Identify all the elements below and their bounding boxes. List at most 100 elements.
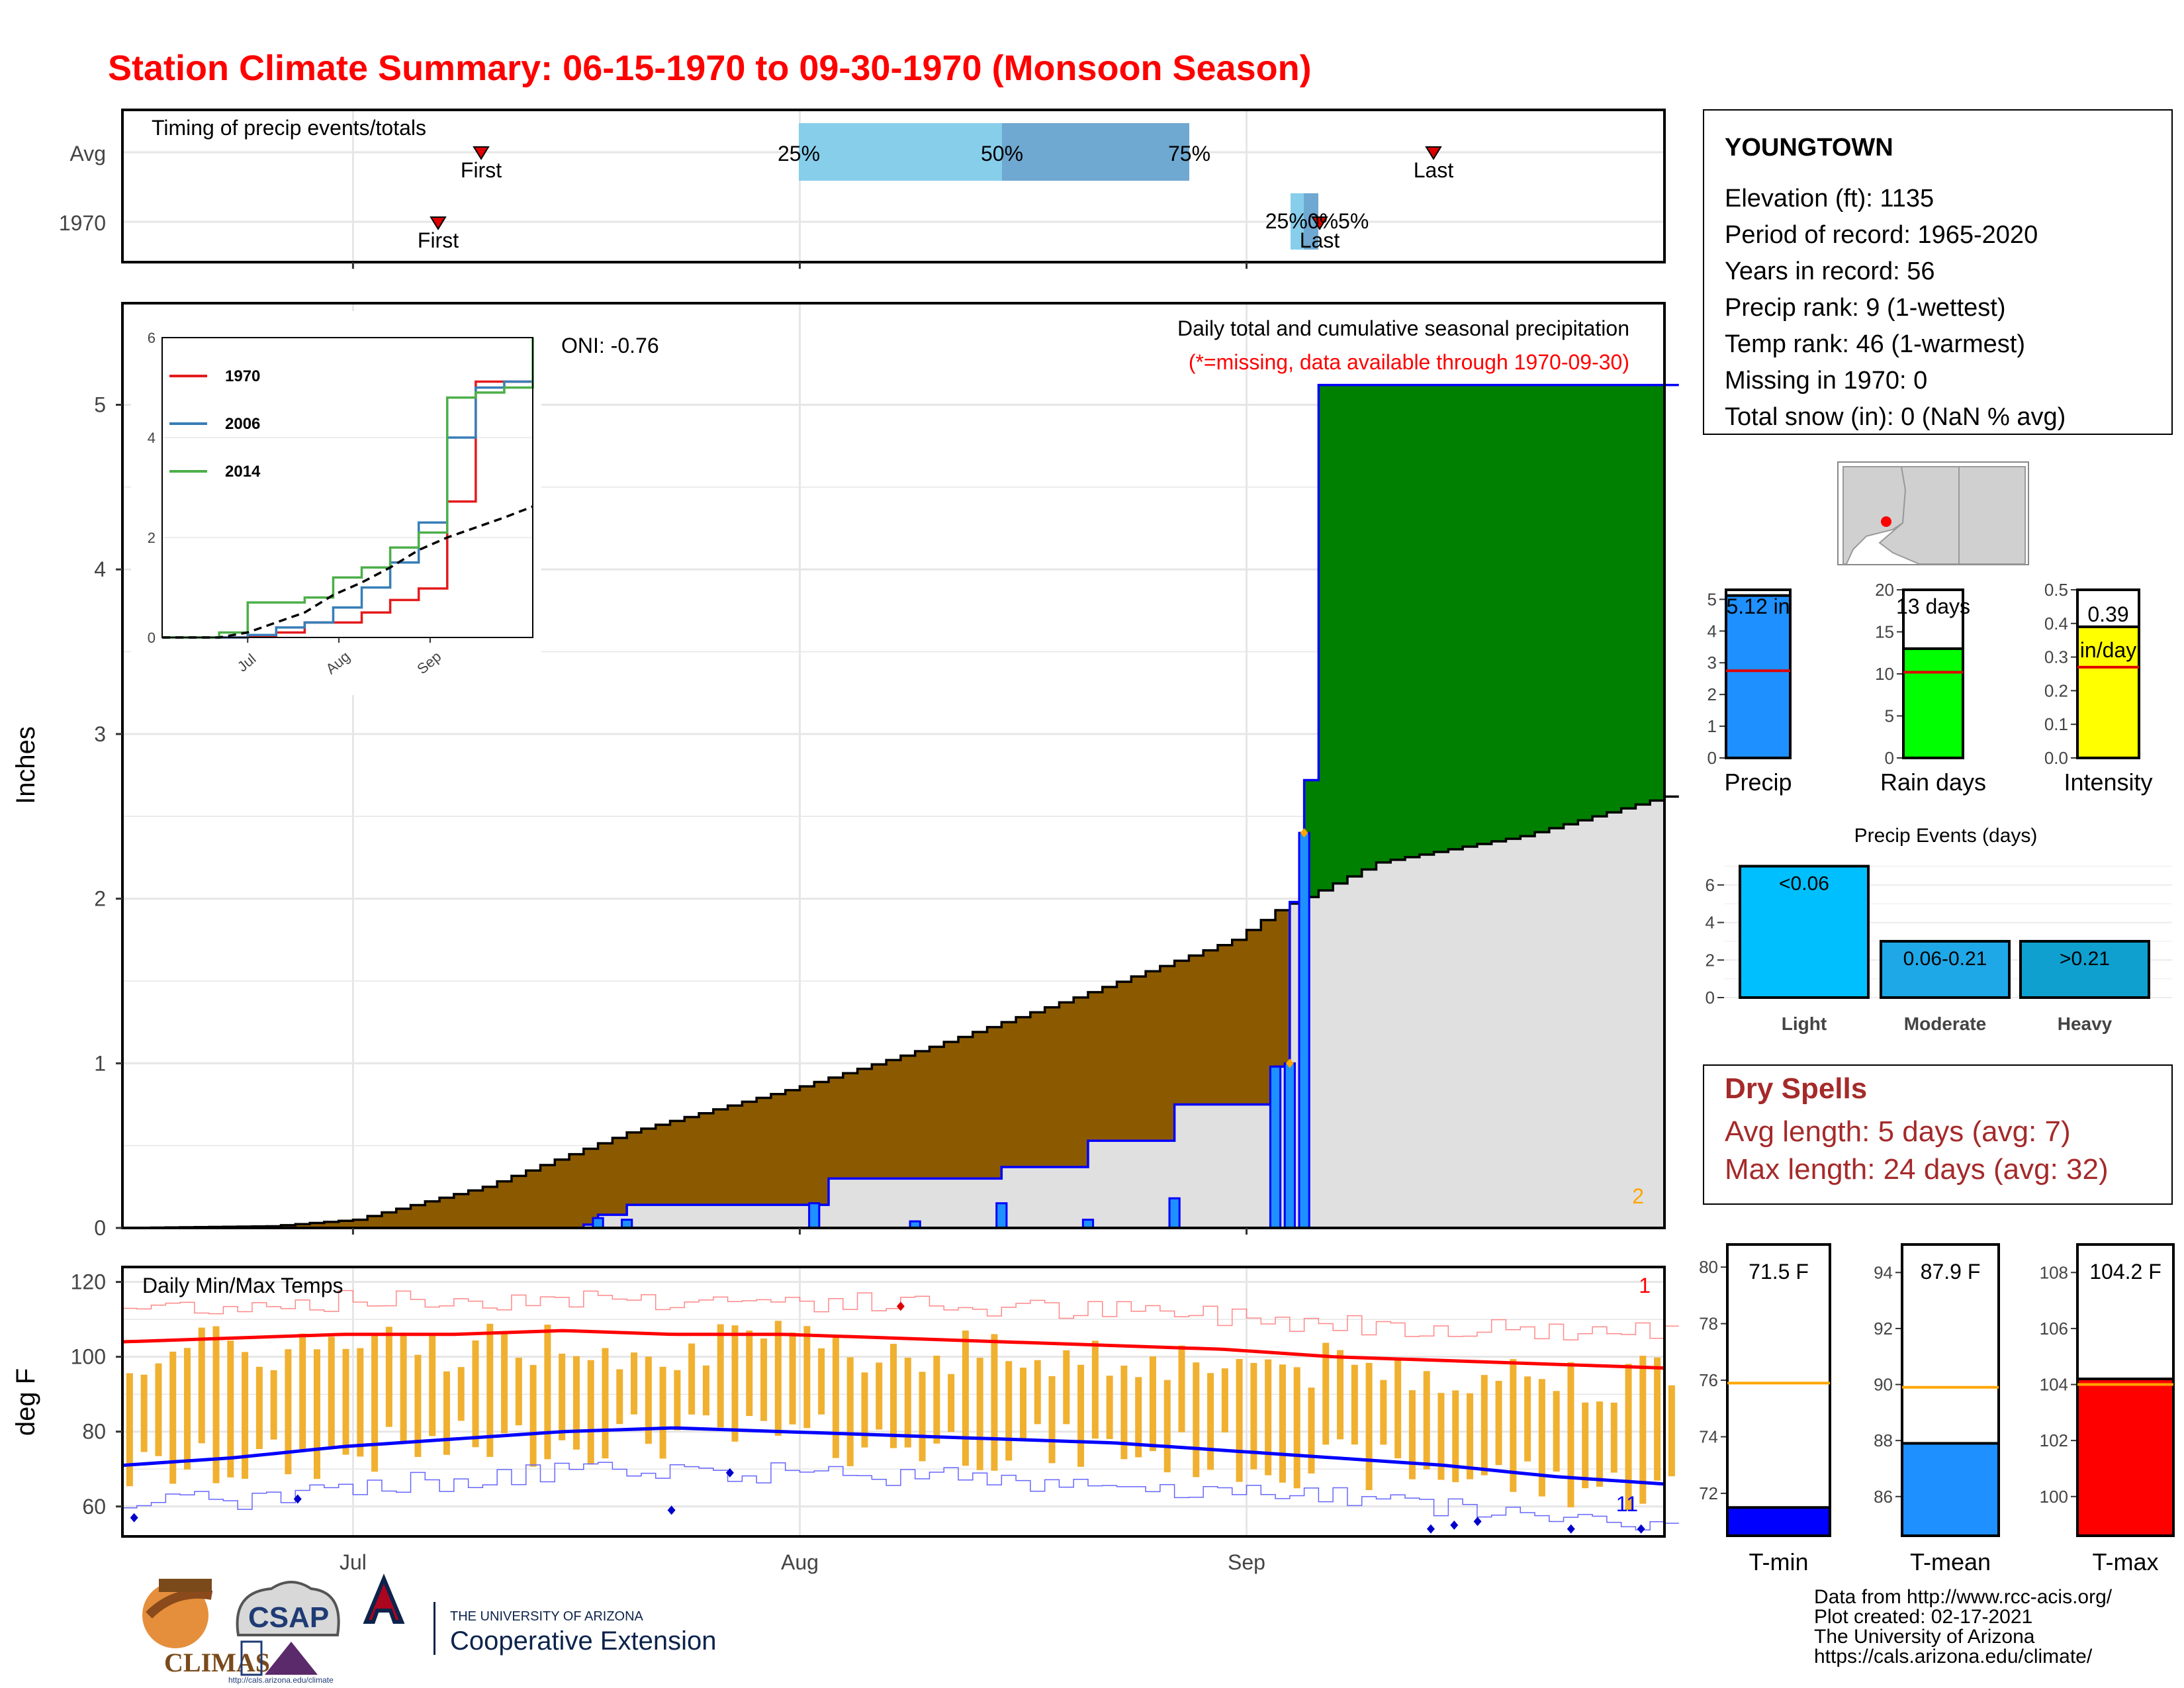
base-area — [1491, 841, 1507, 1228]
cumulative-difference-area — [1232, 939, 1248, 1105]
base-area — [713, 1205, 729, 1228]
base-area — [1578, 820, 1593, 1228]
daily-temp-range-bar — [933, 1355, 940, 1444]
small-y-tick-label: 94 — [1874, 1262, 1893, 1282]
cumulative-difference-area — [1059, 1002, 1074, 1167]
daily-temp-range-bar — [803, 1326, 811, 1429]
timing-row-year: 1970 — [59, 211, 106, 235]
cumulative-difference-area — [1131, 976, 1146, 1141]
daily-temp-range-bar — [1654, 1357, 1661, 1481]
cumulative-difference-area — [1217, 945, 1233, 1105]
cumulative-difference-area — [1635, 385, 1651, 805]
small-y-tick-label: 80 — [1699, 1257, 1718, 1277]
daily-temp-range-bar — [760, 1338, 768, 1421]
daily-temp-range-bar — [1250, 1363, 1257, 1470]
avg-q25-50-bar — [799, 123, 1002, 181]
daily-temp-range-bar — [342, 1348, 349, 1455]
cumulative-difference-area — [1116, 982, 1132, 1141]
x-tick-label: Aug — [781, 1550, 819, 1574]
avg-tmin-line — [122, 1426, 1665, 1486]
daily-temp-range-bar — [1452, 1390, 1459, 1483]
cumulative-difference-area — [785, 1090, 801, 1205]
base-area — [1318, 890, 1334, 1228]
cumulative-difference-area — [1463, 385, 1478, 847]
small-chart-title: T-max — [2092, 1548, 2158, 1575]
daily-temp-range-bar — [1480, 1375, 1488, 1476]
base-area — [872, 1178, 887, 1228]
record-low-marker — [1473, 1517, 1482, 1526]
base-area — [727, 1205, 743, 1228]
cumulative-difference-area — [799, 1086, 815, 1205]
cumulative-difference-area — [1563, 385, 1579, 825]
cumulative-difference-area — [1102, 986, 1118, 1141]
daily-temp-range-bar — [1149, 1356, 1156, 1452]
cumulative-difference-area — [842, 1073, 858, 1179]
record-low-marker — [130, 1513, 138, 1523]
daily-temp-range-bar — [212, 1326, 220, 1483]
cumulative-difference-area — [1160, 966, 1175, 1141]
cumulative-difference-area — [425, 1201, 440, 1228]
year-first-marker — [430, 216, 447, 230]
inset-series-avg — [162, 505, 533, 639]
cumulative-difference-area — [1189, 955, 1204, 1105]
y-tick-label: 2 — [94, 887, 106, 911]
temp-frame — [121, 1266, 1666, 1538]
small-chart-title: T-mean — [1910, 1548, 1991, 1575]
base-area — [857, 1178, 873, 1228]
record-low-line — [122, 1462, 1679, 1530]
y-tick-label: 4 — [94, 557, 106, 581]
small-y-tick-label: 108 — [2040, 1262, 2068, 1282]
daily-temp-range-bar — [1495, 1380, 1502, 1466]
avg-first-marker — [473, 146, 490, 160]
daily-temp-range-bar — [1668, 1385, 1675, 1477]
oni-label: ONI: -0.76 — [561, 334, 659, 357]
small-chart-title: T-min — [1749, 1548, 1809, 1575]
cumulative-difference-area — [324, 1221, 340, 1228]
daily-temp-range-bar — [1163, 1380, 1171, 1473]
year-first-label: First — [418, 228, 459, 252]
base-area — [944, 1178, 959, 1228]
temperature-panel: 60 80 100 120 deg F Daily Min/Max Temps 1 1… — [11, 1266, 1679, 1538]
small-chart-bar — [2076, 1378, 2175, 1537]
cumulative-difference-area — [555, 1159, 570, 1228]
precip-events-bar-label: <0.06 — [1779, 873, 1829, 895]
new-mexico-shape — [1958, 466, 2026, 565]
cumulative-difference-area — [1044, 1007, 1060, 1167]
precip-events-bar — [1880, 939, 2011, 1000]
daily-temp-range-bar — [1380, 1380, 1387, 1445]
daily-temp-range-bar — [746, 1330, 753, 1417]
cumulative-difference-area — [1549, 385, 1565, 829]
daily-temp-range-bar — [1034, 1360, 1041, 1425]
main-y-axis: 0 1 2 3 4 5 — [94, 393, 122, 1240]
small-chart-frame — [1726, 1243, 1831, 1537]
precip-events-bar — [2019, 939, 2150, 1000]
small-y-tick-label: 72 — [1699, 1483, 1718, 1503]
daily-temp-range-bar — [1279, 1364, 1286, 1483]
daily-temp-range-bar — [919, 1372, 926, 1462]
cumulative-difference-area — [612, 1137, 627, 1215]
cumulative-difference-area — [1606, 385, 1622, 813]
daily-temp-range-bar — [1135, 1377, 1142, 1458]
daily-temp-range-bar — [602, 1348, 609, 1459]
daily-temp-range-bar — [631, 1352, 638, 1415]
daily-temp-range-bar — [904, 1358, 911, 1448]
cumulative-difference-area — [338, 1221, 354, 1228]
daily-temp-range-bar — [169, 1351, 177, 1484]
daily-temp-range-bar — [948, 1374, 955, 1432]
small-y-tick-label: 0.0 — [2044, 748, 2068, 768]
daily-temp-range-bar — [385, 1327, 392, 1427]
small-y-tick-label: 90 — [1874, 1375, 1893, 1395]
base-area — [641, 1205, 657, 1228]
daily-temp-range-bar — [371, 1333, 379, 1472]
daily-temp-range-bar — [1437, 1393, 1445, 1480]
cumulative-difference-area — [627, 1132, 642, 1205]
cumulative-difference-area — [958, 1037, 974, 1179]
cumulative-difference-area — [727, 1105, 743, 1205]
temp-corner-top: 1 — [1639, 1274, 1651, 1297]
precip-events-category: Moderate — [1904, 1013, 1986, 1034]
daily-temp-range-bar — [299, 1333, 306, 1451]
small-y-tick-label: 20 — [1875, 580, 1894, 600]
daily-precip-bar — [1298, 831, 1310, 1229]
source-line-1: Data from http://www.rcc-acis.org/ — [1814, 1586, 2113, 1608]
